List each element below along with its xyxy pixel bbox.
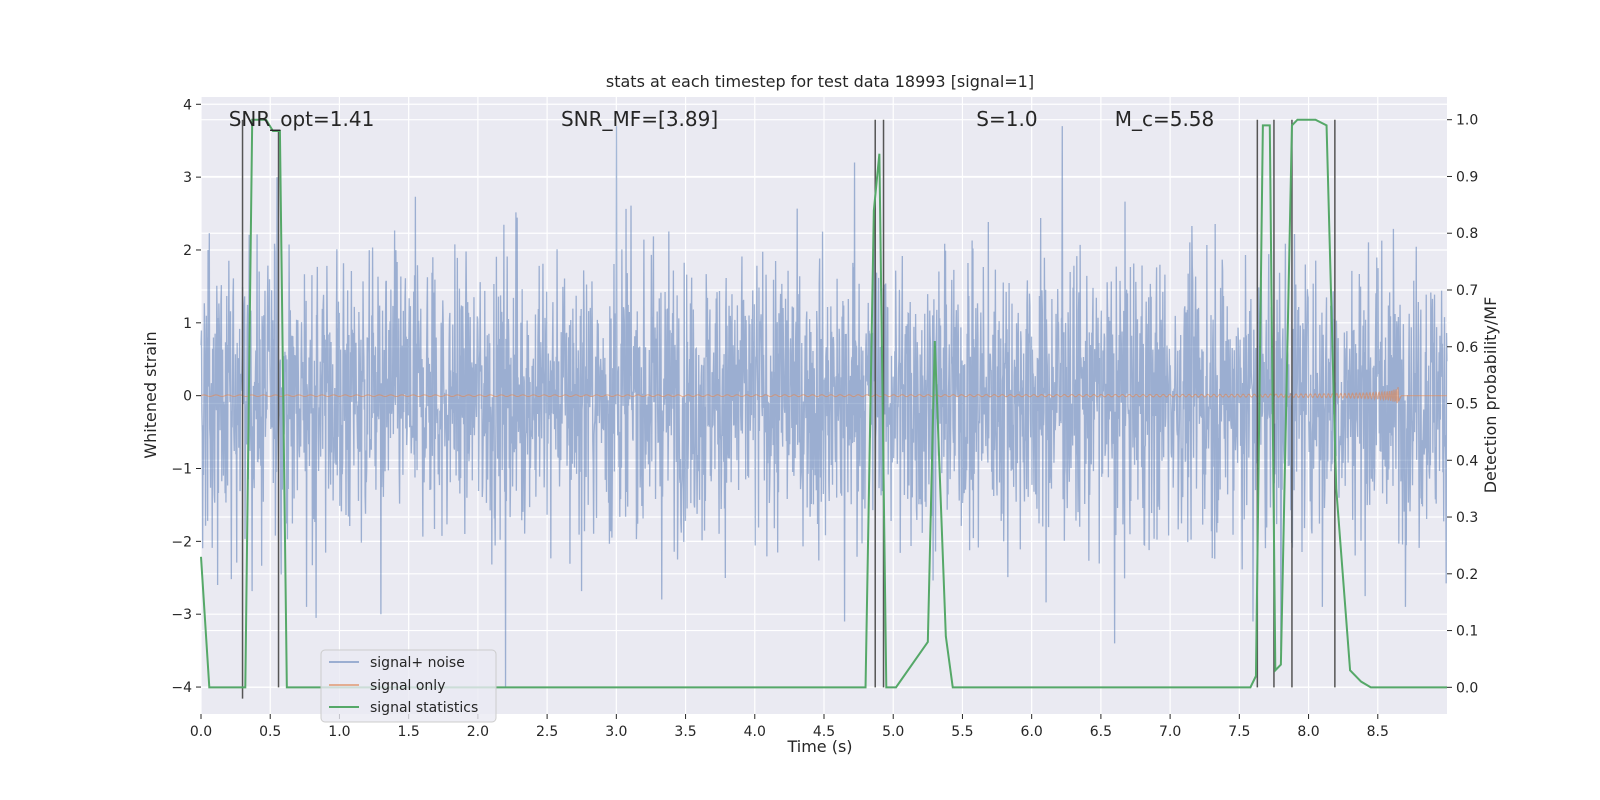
y-tick-label-left: 4 — [183, 97, 192, 113]
legend: signal+ noise signal only signal statist… — [320, 649, 497, 723]
y-tick-label-left: 3 — [183, 170, 192, 186]
x-tick-label: 6.5 — [1090, 724, 1112, 740]
y-tick-label-left: 0 — [183, 389, 192, 405]
y-tick-label-right: 0.7 — [1456, 283, 1478, 299]
x-tick-label: 8.0 — [1297, 724, 1319, 740]
annotation-text: SNR_opt=1.41 — [229, 107, 375, 131]
annotations: SNR_opt=1.41 SNR_MF=[3.89] S=1.0 M_c=5.58 — [229, 107, 1215, 131]
x-tick-label: 0.0 — [190, 724, 212, 740]
y-tick-label-left: −2 — [171, 534, 192, 550]
chart-title: stats at each timestep for test data 189… — [606, 72, 1034, 91]
y-tick-label-right: 0.9 — [1456, 169, 1478, 185]
x-tick-label: 2.5 — [536, 724, 558, 740]
x-tick-label: 7.5 — [1228, 724, 1250, 740]
series-signal-only — [200, 387, 1447, 404]
line-signal-noise — [200, 126, 1448, 688]
line-signal-only — [200, 387, 1447, 404]
y-axis-label-right: Detection probability/MF — [1481, 297, 1500, 494]
annotation-text: M_c=5.58 — [1115, 107, 1215, 131]
y-tick-label-right: 0.4 — [1456, 453, 1478, 469]
x-tick-label: 4.0 — [744, 724, 766, 740]
x-tick-label: 1.0 — [328, 724, 350, 740]
annotation-text: S=1.0 — [976, 107, 1037, 131]
x-tick-label: 3.5 — [674, 724, 696, 740]
x-tick-label: 1.5 — [398, 724, 420, 740]
y-tick-label-right: 0.6 — [1456, 340, 1478, 356]
y-tick-label-right: 1.0 — [1456, 113, 1478, 129]
x-tick-label: 3.0 — [605, 724, 627, 740]
y-tick-label-right: 0.2 — [1456, 567, 1478, 583]
series-signal-noise — [200, 126, 1448, 688]
legend-box — [320, 649, 497, 723]
legend-label-signal-only: signal only — [370, 678, 445, 694]
line-signal-statistics — [200, 118, 1447, 689]
legend-label-signal-statistics: signal statistics — [370, 700, 478, 716]
x-tick-label: 5.0 — [882, 724, 904, 740]
x-tick-label: 6.0 — [1021, 724, 1043, 740]
y-tick-label-right: 0.1 — [1456, 624, 1478, 640]
y-tick-label-left: −4 — [171, 680, 192, 696]
x-tick-label: 2.0 — [467, 724, 489, 740]
x-tick-label: 5.5 — [951, 724, 973, 740]
y-tick-label-right: 0.8 — [1456, 226, 1478, 242]
y-tick-label-right: 0.3 — [1456, 510, 1478, 526]
x-axis-label: Time (s) — [786, 737, 852, 756]
x-tick-label: 0.5 — [259, 724, 281, 740]
y-tick-label-left: 2 — [183, 243, 192, 259]
axis-ticks: 0.0 0.5 1.0 1.5 2.0 2.5 3.0 3.5 4.0 4.5 5.0 5.5 6.0 6… — [171, 97, 1478, 740]
y-axis-label-left: Whitened strain — [141, 331, 160, 458]
y-tick-label-right: 0.0 — [1456, 680, 1478, 696]
annotation-text: SNR_MF=[3.89] — [561, 107, 718, 131]
x-tick-label: 4.5 — [813, 724, 835, 740]
legend-label-signal-noise: signal+ noise — [370, 655, 465, 671]
y-tick-label-left: 1 — [183, 316, 192, 332]
x-tick-label: 7.0 — [1159, 724, 1181, 740]
x-tick-label: 8.5 — [1367, 724, 1389, 740]
series-signal-statistics — [200, 118, 1447, 689]
y-tick-label-right: 0.5 — [1456, 397, 1478, 413]
y-tick-label-left: −3 — [171, 607, 192, 623]
y-tick-label-left: −1 — [171, 462, 192, 478]
